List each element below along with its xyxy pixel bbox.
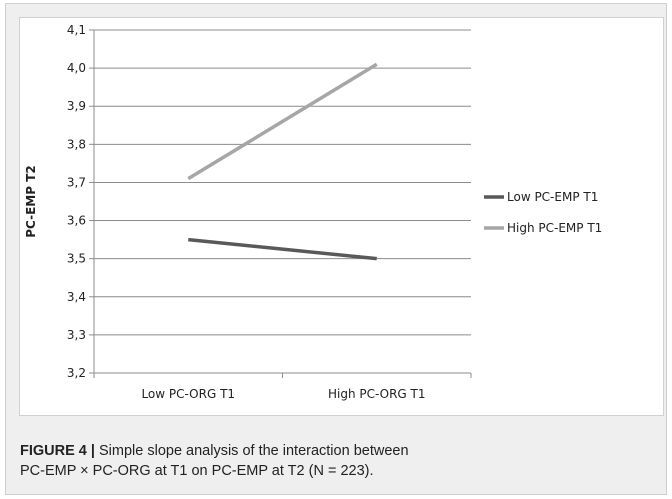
y-tick-label: 3,5 — [67, 252, 86, 266]
y-tick-label: 3,7 — [67, 175, 86, 189]
series-line — [187, 62, 378, 181]
caption-text-line1: Simple slope analysis of the interaction… — [94, 443, 409, 459]
chart-panel — [19, 17, 664, 416]
y-tick-label: 4,1 — [67, 23, 86, 37]
y-tick-label: 3,2 — [67, 366, 86, 380]
y-tick-label: 3,3 — [67, 328, 86, 342]
caption-text-line2: PC-EMP × PC-ORG at T1 on PC-EMP at T2 (N… — [20, 463, 374, 479]
series-line — [188, 237, 377, 261]
figure-frame: FIGURE 4 | Simple slope analysis of the … — [5, 3, 667, 495]
y-axis-label: PC-EMP T2 — [24, 165, 38, 238]
x-tick-label: High PC-ORG T1 — [328, 387, 426, 401]
y-tick-label: 4,0 — [67, 61, 86, 75]
y-tick-label: 3,9 — [67, 99, 86, 113]
caption-label: FIGURE 4 | — [20, 443, 95, 459]
legend-label: Low PC-EMP T1 — [507, 190, 598, 204]
legend-label: High PC-EMP T1 — [507, 221, 602, 235]
figure-caption: FIGURE 4 | Simple slope analysis of the … — [20, 441, 660, 481]
y-tick-label: 3,4 — [67, 290, 86, 304]
y-tick-label: 3,6 — [67, 214, 86, 228]
x-tick-label: Low PC-ORG T1 — [141, 387, 235, 401]
y-tick-label: 3,8 — [67, 137, 86, 151]
